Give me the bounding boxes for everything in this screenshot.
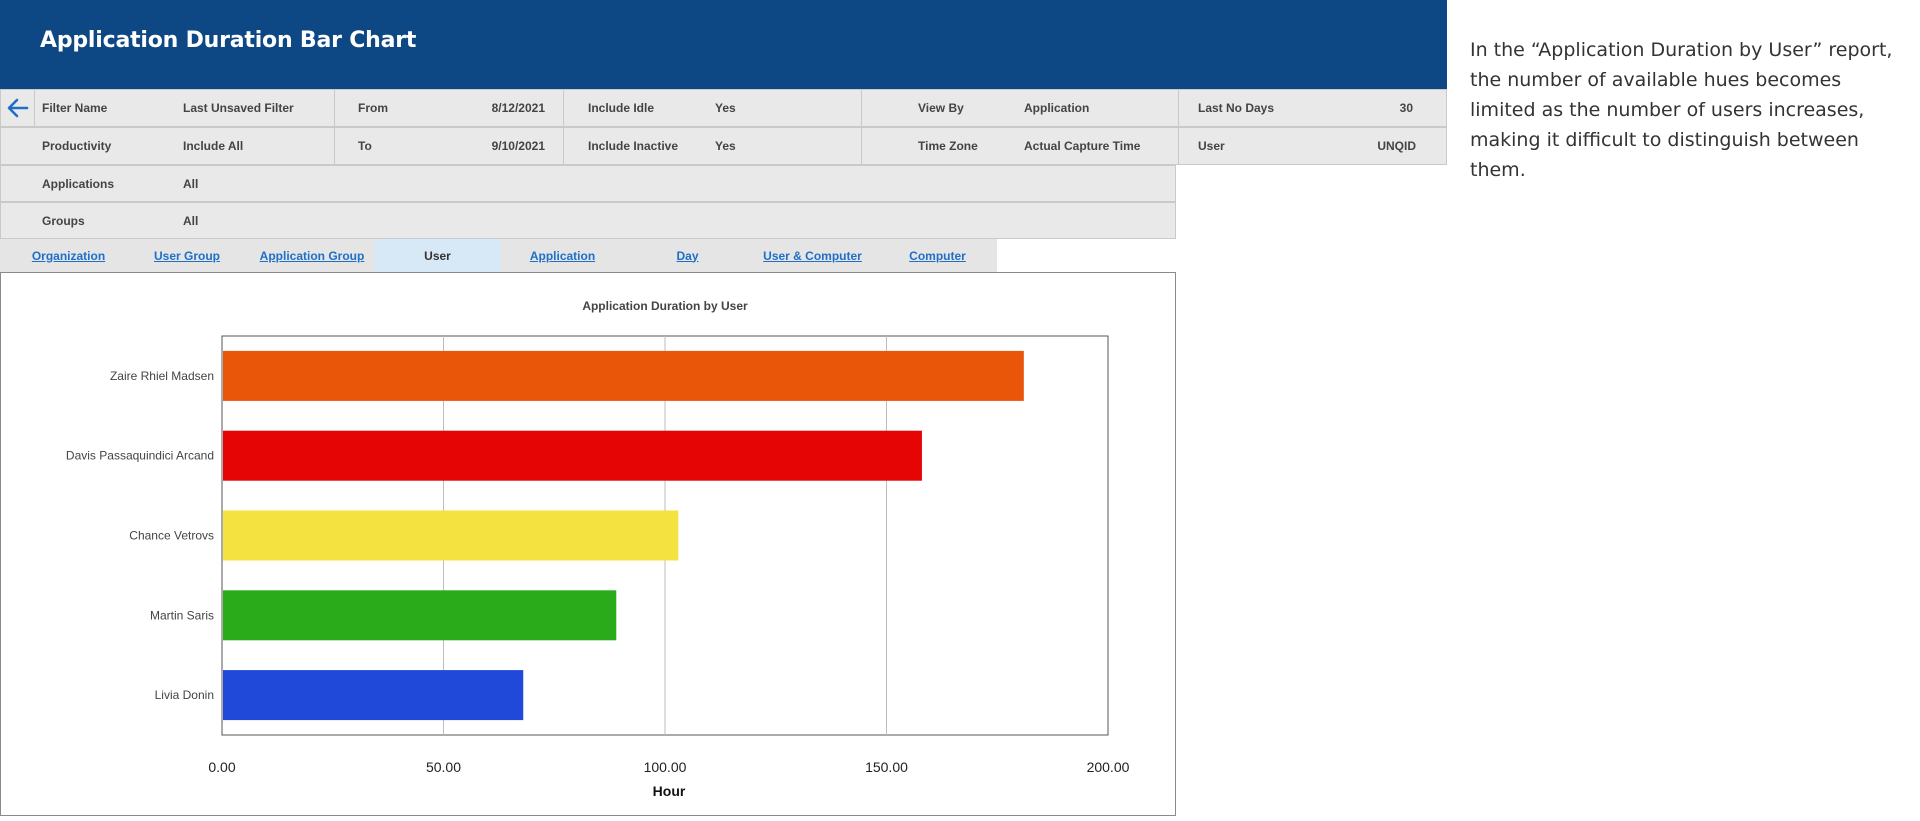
applications-value: All xyxy=(183,176,199,191)
x-tick-label: 150.00 xyxy=(865,759,908,775)
bar xyxy=(223,350,1024,401)
to-label: To xyxy=(358,139,372,153)
y-category-label: Martin Saris xyxy=(150,608,214,622)
x-tick-label: 200.00 xyxy=(1087,759,1130,775)
time-zone-value: Actual Capture Time xyxy=(1024,139,1141,153)
app-header: Application Duration Bar Chart xyxy=(0,0,1447,89)
chart-panel: Application Duration by User 0.00 50.00 100… xyxy=(0,272,1176,816)
y-category-label: Davis Passaquindici Arcand xyxy=(66,449,214,463)
view-by-value: Application xyxy=(1024,101,1090,115)
user-label: User xyxy=(1198,139,1225,153)
view-by-label: View By xyxy=(918,101,964,115)
groups-label: Groups xyxy=(42,213,85,228)
tab-user-group[interactable]: User Group xyxy=(153,248,220,263)
include-idle-value: Yes xyxy=(715,101,736,115)
chart-title: Application Duration by User xyxy=(582,299,748,313)
productivity-value: Include All xyxy=(183,139,244,153)
arrow-left-icon xyxy=(7,98,28,118)
include-inactive-label: Include Inactive xyxy=(588,139,679,153)
bar xyxy=(223,510,679,561)
user-value: UNQID xyxy=(1377,139,1416,153)
filter-row-1: Filter Name Last Unsaved Filter From 8/1… xyxy=(0,89,1447,127)
annotation-note: In the “Application Duration by User” re… xyxy=(1470,39,1893,181)
bar xyxy=(223,430,922,481)
tab-organization[interactable]: Organization xyxy=(31,248,106,263)
groups-value: All xyxy=(183,213,199,228)
time-zone-label: Time Zone xyxy=(918,139,978,153)
to-value: 9/10/2021 xyxy=(491,139,545,153)
y-category-label: Livia Donin xyxy=(155,688,214,702)
tab-day[interactable]: Day xyxy=(676,248,699,263)
tab-application[interactable]: Application xyxy=(529,248,596,263)
x-tick-label: 50.00 xyxy=(426,759,461,775)
y-category-label: Chance Vetrovs xyxy=(129,529,214,543)
last-no-days-value: 30 xyxy=(1399,101,1413,115)
bar xyxy=(223,590,617,641)
filter-name-value: Last Unsaved Filter xyxy=(183,101,294,115)
x-tick-label: 100.00 xyxy=(644,759,687,775)
tab-application-group[interactable]: Application Group xyxy=(259,248,365,263)
report-tabs: Organization User Group Application Grou… xyxy=(0,239,997,272)
last-no-days-label: Last No Days xyxy=(1198,101,1275,115)
x-tick-label: 0.00 xyxy=(208,759,235,775)
x-axis-label: Hour xyxy=(653,783,686,799)
back-button[interactable] xyxy=(1,90,34,126)
filter-row-4: Groups All xyxy=(0,202,1176,239)
page-title: Application Duration Bar Chart xyxy=(40,28,417,53)
from-label: From xyxy=(358,101,388,115)
productivity-label: Productivity xyxy=(42,139,112,153)
filter-name-label: Filter Name xyxy=(42,101,108,115)
filter-row-2: Productivity Include All To 9/10/2021 In… xyxy=(0,127,1447,165)
bar xyxy=(223,670,524,721)
applications-label: Applications xyxy=(42,176,115,191)
tab-user-computer[interactable]: User & Computer xyxy=(763,248,862,263)
bar-chart: Application Duration by User 0.00 50.00 100… xyxy=(66,299,1130,799)
y-category-label: Zaire Rhiel Madsen xyxy=(110,369,214,383)
tab-computer[interactable]: Computer xyxy=(909,248,966,263)
tab-user[interactable]: User xyxy=(375,239,500,272)
include-inactive-value: Yes xyxy=(715,139,736,153)
from-value: 8/12/2021 xyxy=(491,101,545,115)
include-idle-label: Include Idle xyxy=(588,101,655,115)
filter-row-3: Applications All xyxy=(0,165,1176,202)
